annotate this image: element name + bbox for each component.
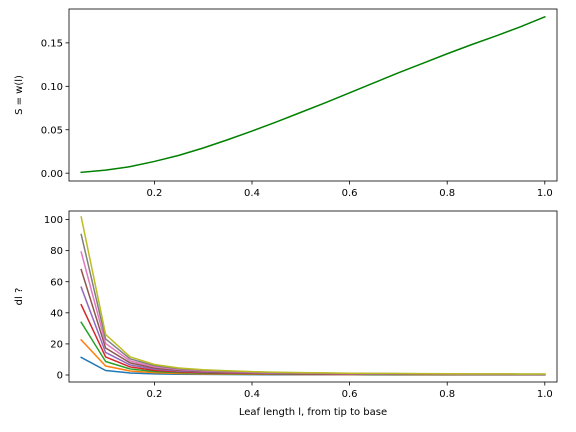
bottom-x-axis-label: Leaf length l, from tip to base — [239, 407, 387, 418]
bottom-x-tick-label: 0.8 — [439, 389, 455, 400]
top-axes-frame — [68, 8, 558, 182]
top-x-tick-label: 0.4 — [244, 188, 260, 199]
top-x-tick-label: 1.0 — [537, 188, 553, 199]
top-chart: 0.2 0.4 0.6 0.8 1.0 0.00 0.05 0.10 0.15 S = w(l) — [14, 8, 558, 199]
bottom-series-line-8 — [80, 233, 546, 375]
bottom-x-tick-label: 0.4 — [244, 389, 260, 400]
bottom-x-tick-label: 1.0 — [537, 389, 553, 400]
top-y-tick-label: 0.05 — [41, 125, 63, 136]
top-plot-area — [80, 15, 546, 174]
bottom-series-line-9 — [80, 216, 546, 375]
bottom-series-line-6 — [80, 268, 546, 376]
bottom-y-tick-label: 40 — [50, 308, 63, 319]
bottom-chart: 0.2 0.4 0.6 0.8 1.0 0 20 40 60 80 100 dl ? Leaf leng… — [14, 210, 558, 418]
bottom-y-tick-label: 0 — [57, 371, 63, 382]
bottom-plot-area — [80, 216, 546, 376]
bottom-y-tick-label: 20 — [50, 340, 63, 351]
top-y-tick-label: 0.10 — [41, 82, 63, 93]
top-y-tick-label: 0.00 — [41, 169, 63, 180]
bottom-y-tick-label: 80 — [50, 246, 63, 257]
bottom-y-tick-label: 60 — [50, 277, 63, 288]
top-x-tick-label: 0.6 — [342, 188, 358, 199]
top-x-tick-label: 0.2 — [146, 188, 162, 199]
top-y-axis-label: S = w(l) — [14, 75, 25, 115]
bottom-x-tick-label: 0.2 — [146, 389, 162, 400]
bottom-x-tick-label: 0.6 — [342, 389, 358, 400]
top-series-line-1 — [80, 15, 546, 174]
top-x-tick-label: 0.8 — [439, 188, 455, 199]
bottom-y-tick-label: 100 — [44, 215, 63, 226]
bottom-series-line-7 — [80, 251, 546, 375]
bottom-y-axis-label: dl ? — [14, 288, 25, 306]
bottom-axes-frame — [68, 210, 558, 383]
top-y-tick-label: 0.15 — [41, 38, 63, 49]
bottom-series-line-5 — [80, 286, 546, 376]
